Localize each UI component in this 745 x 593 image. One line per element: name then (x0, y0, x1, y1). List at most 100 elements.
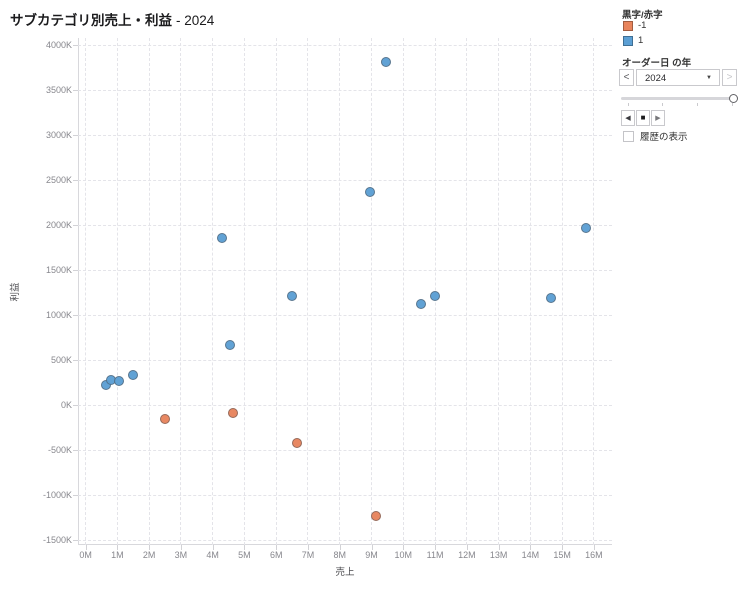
slider-handle[interactable] (729, 94, 738, 103)
x-tick-label: 0M (79, 550, 92, 560)
x-tick-mark (403, 545, 405, 550)
step-back-icon: ◀ (625, 114, 631, 122)
history-checkbox-label[interactable]: 履歴の表示 (640, 132, 688, 143)
scatter-point[interactable] (228, 408, 239, 419)
y-tick-label: 3000K (45, 130, 72, 140)
gridline-horizontal (78, 134, 612, 136)
scatter-point[interactable] (546, 292, 557, 303)
y-tick-label: -1000K (42, 490, 72, 500)
step-forward-button[interactable]: ▶ (651, 110, 665, 126)
y-tick-mark (73, 225, 78, 226)
gridline-vertical (275, 38, 277, 545)
scatter-point[interactable] (225, 340, 236, 351)
x-tick-label: 9M (365, 550, 378, 560)
y-tick-mark (73, 360, 78, 361)
y-tick-mark (73, 450, 78, 451)
x-tick-mark (530, 545, 532, 550)
playback-controls: ◀ ■ ▶ (621, 110, 665, 126)
gridline-horizontal (78, 89, 612, 91)
plot-pane (78, 38, 612, 545)
gridline-vertical (529, 38, 531, 545)
y-tick-mark (73, 540, 78, 541)
gridline-horizontal (78, 359, 612, 361)
x-tick-mark (339, 545, 341, 550)
scatter-point[interactable] (380, 57, 391, 68)
scatter-point[interactable] (415, 299, 426, 310)
slider-tick (662, 103, 663, 106)
x-tick-mark (371, 545, 373, 550)
gridline-horizontal (78, 269, 612, 271)
y-tick-mark (73, 45, 78, 46)
x-tick-label: 1M (111, 550, 124, 560)
legend-item-label: 1 (638, 35, 644, 46)
scatter-point[interactable] (114, 376, 125, 387)
history-row: 履歴の表示 (623, 129, 688, 143)
page-title-suffix: - 2024 (176, 13, 215, 28)
scatter-point[interactable] (430, 291, 441, 302)
filter-next-button[interactable]: > (722, 69, 737, 86)
gridline-horizontal (78, 449, 612, 451)
y-tick-label: 1000K (45, 310, 72, 320)
y-tick-label: 3500K (45, 85, 72, 95)
gridline-vertical (180, 38, 182, 545)
y-tick-label: 1500K (45, 265, 72, 275)
gridline-vertical (243, 38, 245, 545)
x-tick-label: 8M (333, 550, 346, 560)
step-forward-icon: ▶ (655, 114, 661, 122)
year-slider (621, 93, 739, 107)
slider-tick (697, 103, 698, 106)
x-tick-label: 16M (585, 550, 603, 560)
scatter-point[interactable] (128, 369, 139, 380)
scatter-point[interactable] (581, 223, 592, 234)
x-axis-title: 売上 (335, 567, 355, 578)
x-tick-mark (435, 545, 437, 550)
x-tick-mark (117, 545, 119, 550)
y-tick-mark (73, 180, 78, 181)
y-tick-mark (73, 405, 78, 406)
slider-track[interactable] (621, 97, 738, 100)
filter-title: オーダー日 の年 (622, 58, 692, 69)
scatter-point[interactable] (287, 291, 298, 302)
gridline-horizontal (78, 404, 612, 406)
gridline-horizontal (78, 314, 612, 316)
legend-title: 黒字/赤字 (622, 10, 663, 21)
legend-item-1[interactable]: 1 (623, 35, 643, 46)
gridline-vertical (307, 38, 309, 545)
scatter-point[interactable] (291, 438, 302, 449)
legend-item-minus1[interactable]: -1 (623, 20, 646, 31)
x-tick-label: 15M (553, 550, 571, 560)
scatter-point[interactable] (160, 414, 171, 425)
y-tick-mark (73, 270, 78, 271)
gridline-vertical (371, 38, 373, 545)
scatter-point[interactable] (217, 233, 228, 244)
history-checkbox[interactable] (623, 130, 634, 142)
step-back-button[interactable]: ◀ (621, 110, 635, 126)
x-tick-label: 10M (394, 550, 413, 560)
gridline-vertical (212, 38, 214, 545)
y-tick-label: 4000K (45, 40, 72, 50)
x-tick-label: 12M (458, 550, 476, 560)
gridline-vertical (116, 38, 118, 545)
legend-color-chip-minus1 (623, 20, 633, 31)
gridline-vertical (402, 38, 404, 545)
x-tick-label: 6M (269, 550, 283, 560)
chevron-right-icon: > (726, 72, 733, 83)
y-tick-label: 2500K (45, 175, 72, 185)
filter-prev-button[interactable]: < (619, 69, 634, 86)
x-tick-label: 13M (489, 550, 508, 560)
scatter-point[interactable] (365, 186, 376, 197)
y-tick-label: -1500K (42, 535, 72, 545)
x-tick-mark (212, 545, 214, 550)
stop-button[interactable]: ■ (636, 110, 650, 126)
stop-icon: ■ (640, 113, 646, 122)
y-axis-title: 利益 (10, 282, 21, 302)
x-tick-mark (244, 545, 246, 550)
page-title: サブカテゴリ別売上・利益 - 2024 (10, 9, 214, 29)
scatter-point[interactable] (371, 511, 382, 521)
y-tick-mark (73, 135, 78, 136)
gridline-vertical (148, 38, 150, 545)
x-tick-mark (466, 545, 468, 550)
x-tick-label: 2M (142, 550, 156, 560)
year-dropdown[interactable]: 2024 ▼ (636, 69, 720, 86)
x-tick-label: 14M (521, 550, 540, 560)
